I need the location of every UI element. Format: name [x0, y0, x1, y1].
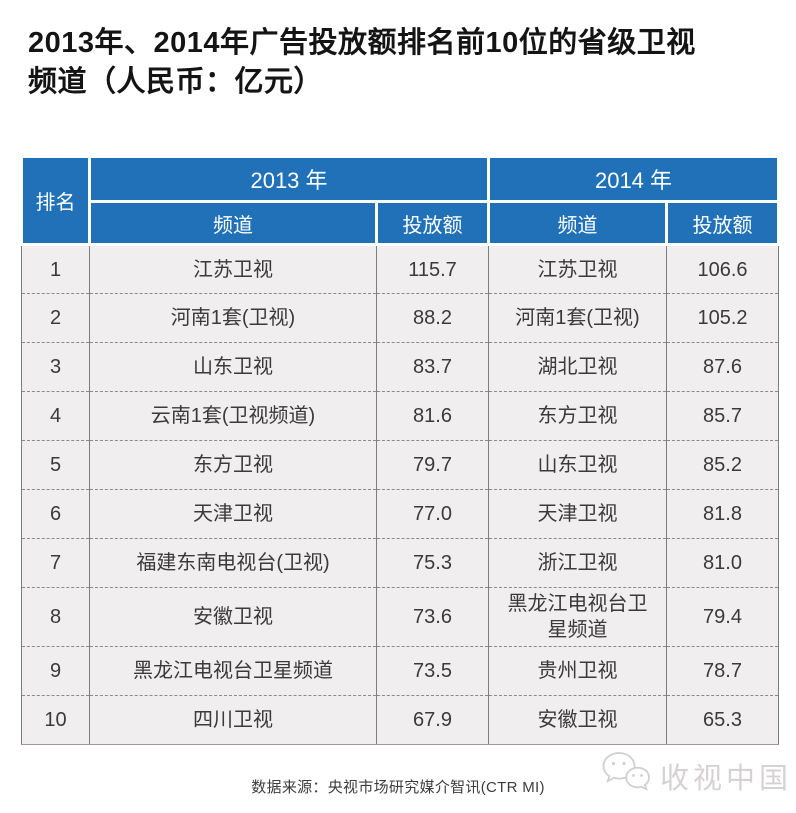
table-row: 6 天津卫视 77.0 天津卫视 81.8	[21, 489, 779, 539]
table-header: 排名 2013 年 2014 年 频道 投放额 频道 投放额	[20, 155, 780, 246]
amount-2014-cell: 106.6	[666, 244, 779, 294]
rank-cell: 8	[21, 587, 90, 647]
channel-2014-cell: 河南1套(卫视)	[488, 293, 667, 343]
amount-2014-cell: 85.7	[666, 391, 779, 441]
header-row-subcolumns: 频道 投放额 频道 投放额	[22, 200, 780, 246]
amount-2013-cell: 75.3	[376, 538, 489, 588]
data-source-note: 数据来源：央视市场研究媒介智讯(CTR MI)	[251, 779, 545, 796]
channel-2013-cell: 安徽卫视	[89, 587, 377, 647]
channel-2013-header: 频道	[88, 200, 378, 246]
channel-2013-cell: 河南1套(卫视)	[89, 293, 377, 343]
table-row: 1 江苏卫视 115.7 江苏卫视 106.6	[21, 244, 779, 294]
channel-2014-cell: 山东卫视	[488, 440, 667, 490]
amount-2014-cell: 81.0	[666, 538, 779, 588]
rank-cell: 4	[21, 391, 90, 441]
channel-2014-cell: 天津卫视	[488, 489, 667, 539]
channel-2013-cell: 东方卫视	[89, 440, 377, 490]
channel-2013-cell: 江苏卫视	[89, 244, 377, 294]
table-row: 10 四川卫视 67.9 安徽卫视 65.3	[21, 695, 779, 745]
amount-2014-header: 投放额	[665, 200, 780, 246]
table-body: 1 江苏卫视 115.7 江苏卫视 106.6 2 河南1套(卫视) 88.2 …	[21, 244, 779, 745]
amount-2013-cell: 73.6	[376, 587, 489, 647]
amount-2013-cell: 83.7	[376, 342, 489, 392]
channel-2014-cell: 江苏卫视	[488, 244, 667, 294]
table-row: 8 安徽卫视 73.6 黑龙江电视台卫星频道 79.4	[21, 587, 779, 647]
table-row: 2 河南1套(卫视) 88.2 河南1套(卫视) 105.2	[21, 293, 779, 343]
amount-2013-cell: 67.9	[376, 695, 489, 745]
amount-2013-cell: 79.7	[376, 440, 489, 490]
rank-column-header: 排名	[20, 155, 91, 246]
table-row: 9 黑龙江电视台卫星频道 73.5 贵州卫视 78.7	[21, 646, 779, 696]
channel-2014-cell: 湖北卫视	[488, 342, 667, 392]
amount-2013-cell: 88.2	[376, 293, 489, 343]
rank-cell: 9	[21, 646, 90, 696]
rank-cell: 3	[21, 342, 90, 392]
amount-2014-cell: 87.6	[666, 342, 779, 392]
year-2014-header: 2014 年	[487, 155, 780, 203]
amount-2013-header: 投放额	[375, 200, 490, 246]
channel-2014-cell: 东方卫视	[488, 391, 667, 441]
watermark-text: 收视中国	[659, 763, 792, 795]
page-title: 2013年、2014年广告投放额排名前10位的省级卫视 频道（人民币：亿元）	[28, 24, 772, 101]
ranking-table: 排名 2013 年 2014 年 频道 投放额 频道 投放额 1 江苏卫视 11…	[20, 155, 780, 745]
watermark: 收视中国	[600, 750, 792, 802]
channel-2013-cell: 天津卫视	[89, 489, 377, 539]
channel-2013-cell: 云南1套(卫视频道)	[89, 391, 377, 441]
amount-2013-cell: 73.5	[376, 646, 489, 696]
amount-2014-cell: 65.3	[666, 695, 779, 745]
channel-2014-cell: 安徽卫视	[488, 695, 667, 745]
amount-2013-cell: 115.7	[376, 244, 489, 294]
amount-2014-cell: 105.2	[666, 293, 779, 343]
table-row: 3 山东卫视 83.7 湖北卫视 87.6	[21, 342, 779, 392]
amount-2014-cell: 85.2	[666, 440, 779, 490]
table-row: 4 云南1套(卫视频道) 81.6 东方卫视 85.7	[21, 391, 779, 441]
channel-2014-header: 频道	[487, 200, 668, 246]
amount-2013-cell: 81.6	[376, 391, 489, 441]
table-row: 7 福建东南电视台(卫视) 75.3 浙江卫视 81.0	[21, 538, 779, 588]
channel-2014-cell: 贵州卫视	[488, 646, 667, 696]
amount-2014-cell: 79.4	[666, 587, 779, 647]
wechat-icon	[600, 750, 652, 802]
amount-2013-cell: 77.0	[376, 489, 489, 539]
rank-cell: 7	[21, 538, 90, 588]
channel-2013-cell: 山东卫视	[89, 342, 377, 392]
page-title-line2: 频道（人民币：亿元）	[28, 65, 324, 98]
amount-2014-cell: 78.7	[666, 646, 779, 696]
rank-cell: 5	[21, 440, 90, 490]
rank-cell: 1	[21, 244, 90, 294]
rank-cell: 6	[21, 489, 90, 539]
channel-2014-cell: 浙江卫视	[488, 538, 667, 588]
amount-2014-cell: 81.8	[666, 489, 779, 539]
year-2013-header: 2013 年	[88, 155, 490, 203]
channel-2013-cell: 福建东南电视台(卫视)	[89, 538, 377, 588]
channel-2014-cell: 黑龙江电视台卫星频道	[488, 587, 667, 647]
page-title-line1: 2013年、2014年广告投放额排名前10位的省级卫视	[28, 27, 696, 59]
channel-2013-cell: 四川卫视	[89, 695, 377, 745]
table-row: 5 东方卫视 79.7 山东卫视 85.2	[21, 440, 779, 490]
header-row-years: 排名 2013 年 2014 年	[20, 155, 780, 246]
rank-cell: 2	[21, 293, 90, 343]
channel-2013-cell: 黑龙江电视台卫星频道	[89, 646, 377, 696]
rank-cell: 10	[21, 695, 90, 745]
